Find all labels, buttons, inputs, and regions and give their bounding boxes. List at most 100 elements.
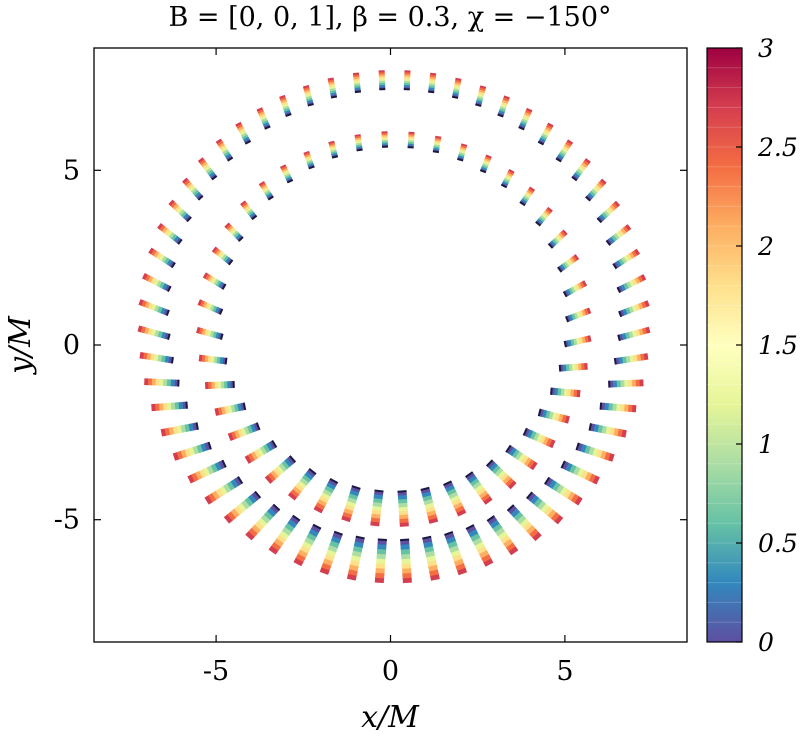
tick-end [537,140,544,146]
tick-segment [557,154,564,160]
tick-end [267,195,274,201]
tick-segment [204,495,213,505]
tick-segment [328,140,335,145]
tick-segment [237,428,244,438]
tick-segment [254,520,265,531]
tick-segment [173,235,180,243]
tick-segment [251,491,261,501]
tick-segment [483,558,494,567]
polarization-tick [550,387,581,398]
tick-segment [443,480,454,489]
tick-segment [376,548,387,555]
tick-segment [205,273,211,281]
tick-segment [302,84,310,89]
tick-segment [561,147,568,154]
tick-segment [544,477,553,487]
tick-segment [216,356,221,364]
tick-segment [160,307,167,315]
tick-end [186,216,192,223]
tick-segment [211,277,218,285]
tick-segment [504,175,512,181]
tick-segment [544,126,552,133]
polarization-tick [214,402,247,416]
tick-segment [503,177,511,183]
tick-segment [566,491,576,501]
tick-segment [524,110,532,115]
tick-segment [480,166,488,171]
polarization-tick [500,169,515,189]
tick-segment [158,254,165,262]
tick-segment [300,545,311,554]
tick-end [167,333,171,340]
tick-segment [344,504,355,512]
tick-segment [566,139,574,146]
tick-segment [581,280,588,288]
tick-segment [517,453,526,463]
tick-segment [519,122,527,128]
tick-segment [524,112,531,118]
tick-segment [458,153,465,158]
tick-segment [205,381,209,390]
polarization-tick [319,530,343,575]
tick-segment [245,207,252,213]
tick-end [379,88,386,91]
tick-segment [494,467,504,477]
tick-segment [258,181,266,187]
colorbar-ticks: 0 0.5 1 1.5 2 2.5 3 [736,34,798,657]
tick-segment [329,145,336,150]
tick-end [197,195,204,201]
tick-segment [503,95,510,100]
tick-segment [370,517,381,523]
tick-segment [168,426,175,436]
tick-segment [511,449,520,459]
tick-end [292,514,301,522]
polarization-tick [443,480,467,517]
tick-segment [468,528,479,538]
tick-segment [375,562,386,569]
tick-end [331,155,339,159]
tick-segment [320,491,331,500]
tick-segment [546,122,554,128]
tick-end [428,90,435,94]
tick-segment [208,492,217,503]
tick-segment [594,184,602,192]
polarization-tick [432,135,442,154]
polarization-tick [224,222,244,242]
polarization-tick [370,489,384,527]
tick-end [562,291,568,298]
tick-segment [565,141,572,148]
tick-end [457,157,464,162]
tick-segment [565,462,573,472]
tick-segment [520,455,529,465]
tick-segment [588,473,596,483]
tick-segment [510,508,520,518]
tick-segment [375,572,385,579]
tick-segment [526,491,536,502]
tick-segment [381,132,388,136]
tick-segment [428,517,439,524]
tick-segment [240,427,248,437]
tick-segment [247,424,254,434]
tick-segment [381,134,388,138]
tick-segment [611,403,617,411]
tick-segment [397,494,408,500]
tick-segment [306,468,317,478]
tick-segment [559,486,568,497]
tick-segment [151,403,157,412]
polarization-tick [223,490,262,524]
tick-segment [238,128,246,134]
tick-end [333,530,343,536]
tick-segment [608,236,615,244]
tick-segment [529,461,538,471]
tick-segment [633,248,641,256]
tick-end [616,286,622,294]
polarization-tick [444,530,468,576]
tick-segment [217,251,224,258]
polarization-tick [505,444,538,471]
polarization-tick [328,140,339,159]
tick-segment [324,553,335,562]
tick-segment [611,202,619,210]
tick-segment [592,186,600,194]
tick-end [432,150,439,154]
